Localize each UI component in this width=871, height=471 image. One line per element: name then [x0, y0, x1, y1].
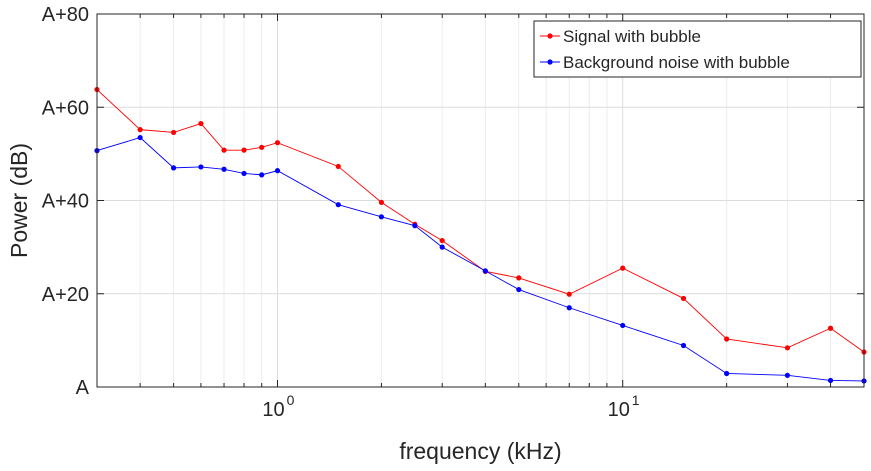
data-point: [412, 223, 418, 229]
x-tick-label-exponent: 1: [632, 392, 640, 408]
data-point: [170, 129, 177, 136]
data-point: [724, 336, 730, 342]
data-point: [198, 164, 204, 170]
data-point: [620, 322, 626, 329]
series-lines: [94, 86, 867, 384]
data-point: [827, 377, 834, 384]
data-point: [439, 237, 445, 244]
data-point: [137, 127, 143, 133]
y-axis-label: Power (dB): [6, 143, 32, 258]
y-tick-label: A+20: [42, 284, 89, 306]
data-point: [516, 286, 522, 293]
legend-label: Signal with bubble: [563, 27, 701, 46]
data-point: [335, 202, 341, 208]
data-point: [516, 275, 522, 281]
data-point: [259, 172, 265, 178]
legend-label: Background noise with bubble: [563, 53, 790, 72]
data-point: [221, 147, 227, 153]
data-point: [198, 120, 204, 127]
data-point: [335, 163, 341, 170]
data-point: [241, 147, 247, 153]
data-point: [724, 370, 730, 377]
y-tick-label: A+40: [42, 191, 89, 213]
data-point: [170, 165, 177, 171]
data-point: [680, 295, 687, 302]
data-point: [137, 134, 143, 141]
data-point: [784, 345, 791, 351]
data-point: [378, 214, 385, 220]
series-line-1: [96, 89, 865, 353]
legend-swatch-marker: [547, 33, 553, 39]
y-tick-label: A+80: [42, 4, 89, 26]
y-tick-label: A+60: [42, 97, 89, 119]
data-point: [274, 140, 281, 146]
data-point: [566, 305, 572, 311]
data-point: [439, 244, 445, 250]
legend-swatch-marker: [547, 59, 553, 65]
data-point: [378, 199, 385, 205]
data-point: [241, 170, 247, 177]
data-point: [221, 166, 227, 172]
data-point: [680, 342, 687, 349]
x-tick-label: 10: [262, 399, 284, 421]
data-point: [259, 144, 265, 150]
data-point: [827, 325, 834, 331]
data-point: [620, 265, 626, 271]
x-axis-label: frequency (kHz): [399, 438, 561, 464]
series-line-2: [96, 137, 865, 382]
y-tick-label: A: [76, 377, 90, 399]
x-tick-label: 10: [608, 399, 630, 421]
legend-box: [533, 20, 862, 78]
x-tick-label-exponent: 0: [287, 392, 295, 408]
data-point: [566, 291, 572, 297]
data-point: [274, 168, 281, 174]
data-point: [784, 372, 791, 378]
data-point: [482, 268, 488, 274]
legend: Signal with bubble Background noise with …: [533, 20, 862, 78]
